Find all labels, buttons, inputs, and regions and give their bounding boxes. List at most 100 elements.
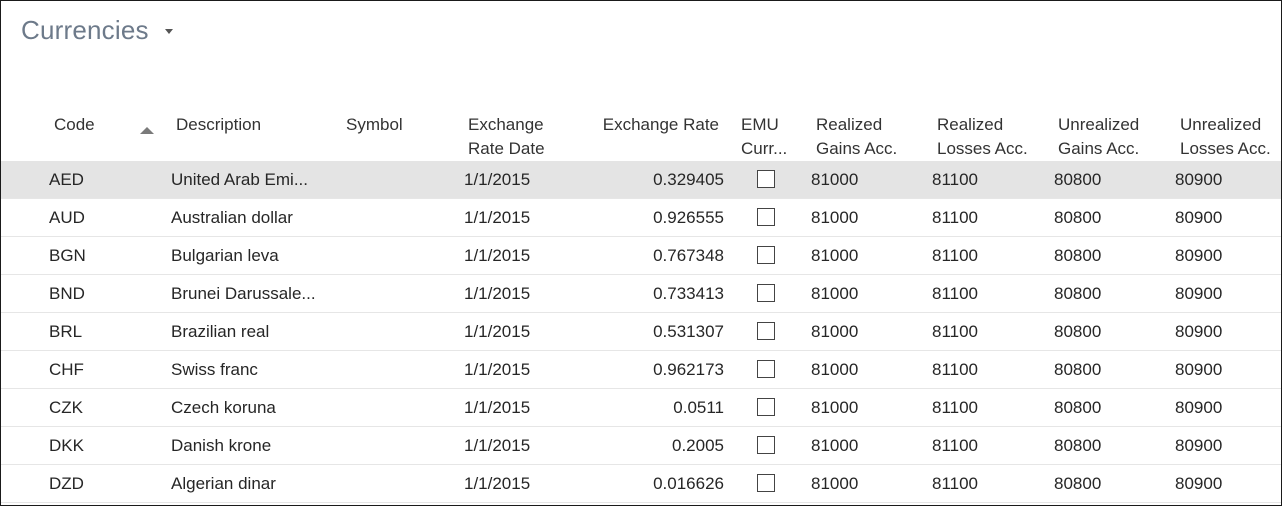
cell-exchange-rate: 0.2005: [672, 436, 724, 455]
column-header-symbol[interactable]: Symbol: [346, 113, 403, 137]
column-header-description[interactable]: Description: [176, 113, 261, 137]
cell-exchange-rate-date: 1/1/2015: [464, 208, 531, 227]
emu-currency-checkbox[interactable]: [757, 398, 775, 416]
table-row[interactable]: BGN Bulgarian leva 1/1/2015 0.767348 81000 81…: [1, 237, 1281, 275]
cell-unrealized-gains-acc: 80800: [1054, 398, 1102, 417]
table-row[interactable]: CHF Swiss franc 1/1/2015 0.962173 81000 81100…: [1, 351, 1281, 389]
emu-currency-checkbox[interactable]: [757, 284, 775, 302]
caret-down-icon[interactable]: [164, 29, 173, 34]
cell-realized-losses-acc: 81100: [932, 208, 979, 227]
cell-exchange-rate-date: 1/1/2015: [464, 360, 531, 379]
cell-realized-losses-acc: 81100: [932, 284, 979, 303]
cell-realized-gains-acc: 81000: [811, 398, 859, 417]
cell-description: Australian dollar: [171, 208, 293, 227]
column-header-symbol-label: Symbol: [346, 115, 403, 134]
emu-currency-checkbox[interactable]: [757, 246, 775, 264]
column-header-emu-currency[interactable]: EMU Curr...: [741, 113, 787, 161]
cell-realized-gains-acc: 81000: [811, 170, 859, 189]
table-row[interactable]: AED United Arab Emi... 1/1/2015 0.329405 810…: [1, 161, 1281, 199]
emu-currency-checkbox[interactable]: [757, 322, 775, 340]
cell-code: CZK: [49, 398, 83, 417]
cell-description: Bulgarian leva: [171, 246, 279, 265]
column-header-description-label: Description: [176, 115, 262, 134]
cell-unrealized-losses-acc: 80900: [1175, 208, 1223, 227]
cell-unrealized-gains-acc: 80800: [1054, 322, 1102, 341]
emu-currency-checkbox[interactable]: [757, 208, 775, 226]
page-title: Currencies: [21, 15, 149, 45]
cell-realized-losses-acc: 81100: [932, 436, 979, 455]
cell-exchange-rate-date: 1/1/2015: [464, 170, 531, 189]
column-header-label-line: Gains Acc.: [816, 139, 898, 158]
cell-description: Danish krone: [171, 436, 272, 455]
cell-exchange-rate-date: 1/1/2015: [464, 246, 531, 265]
column-header-label-line: Realized: [937, 115, 1004, 134]
column-header-realized-losses-acc[interactable]: Realized Losses Acc.: [937, 113, 1028, 161]
cell-unrealized-losses-acc: 80900: [1175, 398, 1223, 417]
cell-exchange-rate: 0.0511: [673, 398, 724, 417]
cell-unrealized-losses-acc: 80900: [1175, 436, 1223, 455]
currencies-table: Code Description Symbol Exchange Rate Da…: [1, 109, 1281, 503]
table-row[interactable]: DZD Algerian dinar 1/1/2015 0.016626 81000 81…: [1, 465, 1281, 503]
table-body: AED United Arab Emi... 1/1/2015 0.329405 810…: [1, 161, 1281, 503]
cell-exchange-rate: 0.016626: [653, 474, 724, 493]
sort-ascending-icon[interactable]: [140, 127, 154, 134]
cell-realized-gains-acc: 81000: [811, 474, 859, 493]
page-header: Currencies: [21, 15, 173, 46]
table-row[interactable]: BND Brunei Darussale... 1/1/2015 0.733413 81…: [1, 275, 1281, 313]
column-header-unrealized-gains-acc[interactable]: Unrealized Gains Acc.: [1058, 113, 1139, 161]
cell-unrealized-losses-acc: 80900: [1175, 170, 1223, 189]
column-header-code-label: Code: [54, 115, 95, 134]
cell-unrealized-losses-acc: 80900: [1175, 246, 1223, 265]
table-header: Code Description Symbol Exchange Rate Da…: [1, 109, 1281, 161]
column-header-unrealized-losses-acc[interactable]: Unrealized Losses Acc.: [1180, 113, 1271, 161]
cell-unrealized-gains-acc: 80800: [1054, 360, 1102, 379]
cell-exchange-rate-date: 1/1/2015: [464, 398, 531, 417]
cell-unrealized-losses-acc: 80900: [1175, 322, 1223, 341]
cell-exchange-rate-date: 1/1/2015: [464, 284, 531, 303]
cell-code: CHF: [49, 360, 84, 379]
cell-exchange-rate: 0.329405: [653, 170, 724, 189]
column-header-exchange-rate[interactable]: Exchange Rate: [581, 113, 719, 137]
column-header-code[interactable]: Code: [54, 113, 95, 137]
cell-description: Brunei Darussale...: [171, 284, 316, 303]
emu-currency-checkbox[interactable]: [757, 360, 775, 378]
cell-realized-losses-acc: 81100: [932, 246, 979, 265]
cell-exchange-rate-date: 1/1/2015: [464, 322, 531, 341]
cell-code: AUD: [49, 208, 85, 227]
cell-exchange-rate: 0.733413: [653, 284, 724, 303]
table-row[interactable]: BRL Brazilian real 1/1/2015 0.531307 81000 81…: [1, 313, 1281, 351]
cell-description: Swiss franc: [171, 360, 258, 379]
column-header-label-line: Exchange: [468, 115, 544, 134]
cell-realized-losses-acc: 81100: [932, 322, 979, 341]
cell-code: BGN: [49, 246, 86, 265]
column-header-label-line: Unrealized: [1180, 115, 1262, 134]
column-header-label-line: Losses Acc.: [1180, 139, 1271, 158]
cell-realized-gains-acc: 81000: [811, 360, 859, 379]
cell-realized-gains-acc: 81000: [811, 436, 859, 455]
cell-realized-losses-acc: 81100: [932, 170, 979, 189]
cell-exchange-rate-date: 1/1/2015: [464, 436, 531, 455]
column-header-label-line: Rate Date: [468, 139, 545, 158]
emu-currency-checkbox[interactable]: [757, 474, 775, 492]
cell-unrealized-gains-acc: 80800: [1054, 246, 1102, 265]
emu-currency-checkbox[interactable]: [757, 170, 775, 188]
cell-realized-losses-acc: 81100: [932, 360, 979, 379]
cell-unrealized-losses-acc: 80900: [1175, 284, 1223, 303]
cell-unrealized-gains-acc: 80800: [1054, 284, 1102, 303]
table-row[interactable]: CZK Czech koruna 1/1/2015 0.0511 81000 81100 8…: [1, 389, 1281, 427]
table-row[interactable]: DKK Danish krone 1/1/2015 0.2005 81000 81100 8…: [1, 427, 1281, 465]
cell-code: BND: [49, 284, 85, 303]
cell-exchange-rate: 0.962173: [653, 360, 724, 379]
cell-exchange-rate-date: 1/1/2015: [464, 474, 531, 493]
column-header-label-line: Losses Acc.: [937, 139, 1028, 158]
cell-realized-losses-acc: 81100: [932, 474, 979, 493]
column-header-exchange-rate-date[interactable]: Exchange Rate Date: [468, 113, 545, 161]
column-header-label-line: Curr...: [741, 139, 788, 158]
table-row[interactable]: AUD Australian dollar 1/1/2015 0.926555 8100…: [1, 199, 1281, 237]
cell-realized-gains-acc: 81000: [811, 322, 859, 341]
cell-realized-gains-acc: 81000: [811, 208, 859, 227]
cell-description: United Arab Emi...: [171, 170, 309, 189]
emu-currency-checkbox[interactable]: [757, 436, 775, 454]
column-header-realized-gains-acc[interactable]: Realized Gains Acc.: [816, 113, 897, 161]
